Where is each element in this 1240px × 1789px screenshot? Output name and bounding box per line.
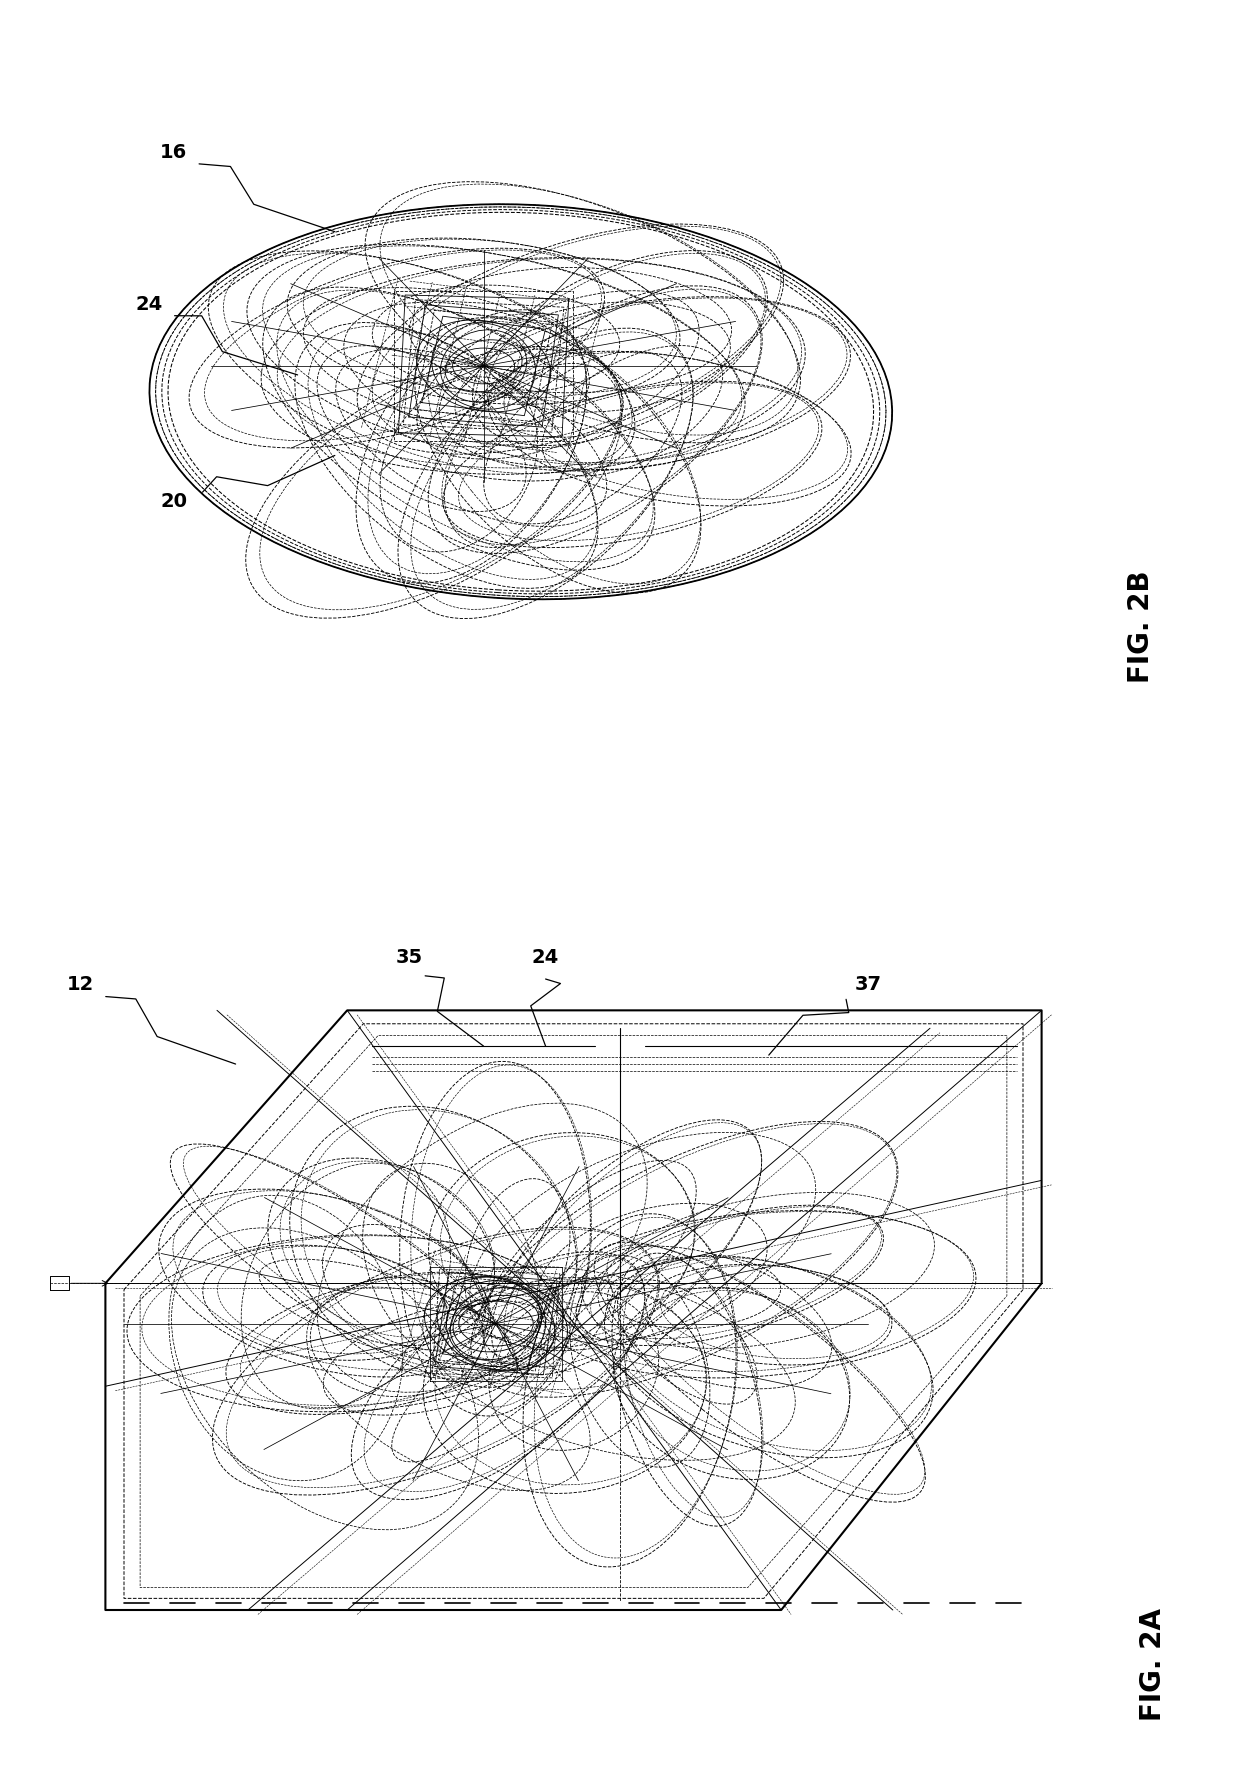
Text: 16: 16: [160, 143, 187, 161]
Text: FIG. 2A: FIG. 2A: [1140, 1607, 1167, 1721]
Text: 20: 20: [160, 492, 187, 510]
Text: 12: 12: [67, 975, 94, 993]
Text: 37: 37: [854, 975, 882, 993]
Text: 24: 24: [532, 948, 559, 966]
Text: 24: 24: [135, 295, 162, 313]
Text: FIG. 2B: FIG. 2B: [1127, 571, 1154, 682]
Text: 35: 35: [396, 948, 423, 966]
